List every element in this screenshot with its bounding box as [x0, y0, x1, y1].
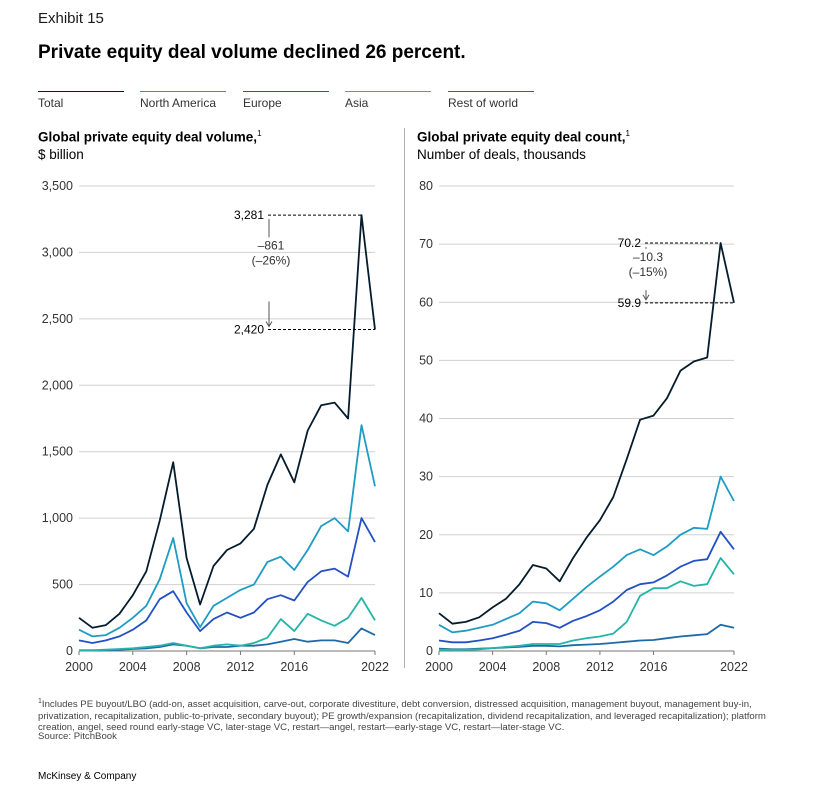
x-tick-label: 2012 — [227, 660, 255, 674]
x-tick-label: 2016 — [280, 660, 308, 674]
legend-swatch — [243, 91, 329, 92]
y-tick-label: 10 — [419, 586, 433, 600]
y-tick-label: 500 — [52, 578, 73, 592]
y-tick-label: 50 — [419, 353, 433, 367]
page-title: Private equity deal volume declined 26 p… — [38, 42, 466, 63]
y-tick-label: 20 — [419, 528, 433, 542]
x-tick-label: 2004 — [119, 660, 147, 674]
x-tick-label: 2012 — [586, 660, 614, 674]
series-line-asia — [79, 597, 376, 652]
y-tick-label: 1,500 — [42, 445, 73, 459]
x-tick-label: 2016 — [640, 660, 668, 674]
legend-swatch — [448, 91, 534, 92]
annotation-high-label: 3,281 — [234, 208, 264, 222]
y-tick-label: 0 — [66, 644, 73, 658]
y-tick-label: 2,500 — [42, 312, 73, 326]
y-tick-label: 80 — [419, 179, 433, 193]
footnote-text: Includes PE buyout/LBO (add-on, asset ac… — [38, 699, 766, 734]
y-tick-label: 70 — [419, 237, 433, 251]
y-tick-label: 0 — [426, 644, 433, 658]
source: Source: PitchBook — [38, 731, 117, 742]
annotation-change: –10.3 — [633, 250, 663, 264]
y-tick-label: 3,500 — [42, 179, 73, 193]
legend-label: Rest of world — [448, 96, 519, 110]
y-tick-label: 40 — [419, 412, 433, 426]
series-line-north-america — [78, 424, 376, 638]
annotation-change-pct: (–26%) — [252, 253, 291, 267]
chart-ylabel-volume: $ billion — [38, 147, 84, 162]
arrow-down-icon — [265, 321, 273, 328]
annotation-high-label: 70.2 — [618, 236, 642, 250]
footnote: 1Includes PE buyout/LBO (add-on, asset a… — [38, 696, 778, 734]
x-tick-label: 2004 — [479, 660, 507, 674]
legend-label: Europe — [243, 96, 282, 110]
y-tick-label: 1,000 — [42, 511, 73, 525]
chart-title-text: Global private equity deal count, — [417, 129, 626, 145]
chart-divider — [404, 128, 405, 668]
legend-label: Asia — [345, 96, 369, 110]
chart-ylabel-count: Number of deals, thousands — [417, 147, 586, 162]
x-tick-label: 2000 — [425, 660, 453, 674]
legend-label: Total — [38, 96, 64, 110]
series-line-europe — [438, 530, 735, 644]
brand-logo: McKinsey & Company — [38, 771, 137, 782]
annotation-low-label: 2,420 — [234, 322, 264, 336]
chart-title-volume: Global private equity deal volume,1 — [38, 129, 262, 145]
annotation-change-pct: (–15%) — [629, 265, 668, 279]
legend-swatch — [140, 91, 226, 92]
x-tick-label: 2008 — [532, 660, 560, 674]
y-tick-label: 2,000 — [42, 378, 73, 392]
y-tick-label: 3,000 — [42, 245, 73, 259]
series-line-rest-of-world — [438, 623, 735, 651]
footnote-ref: 1 — [625, 129, 630, 138]
x-tick-label: 2022 — [720, 660, 748, 674]
legend: Total North America Europe Asia Rest of … — [38, 91, 538, 113]
annotation-change: –861 — [258, 238, 285, 252]
footnote-marker: 1 — [38, 698, 42, 705]
annotation-low-label: 59.9 — [618, 296, 642, 310]
y-tick-label: 30 — [419, 470, 433, 484]
y-tick-label: 60 — [419, 295, 433, 309]
chart-title-text: Global private equity deal volume, — [38, 129, 258, 145]
series-line-north-america — [438, 475, 735, 634]
series-line-total — [78, 214, 376, 629]
footnote-ref: 1 — [257, 129, 262, 138]
arrow-down-icon — [642, 294, 650, 301]
exhibit-label: Exhibit 15 — [38, 10, 104, 27]
series-line-europe — [78, 517, 376, 644]
legend-swatch — [38, 91, 124, 92]
x-tick-label: 2000 — [65, 660, 93, 674]
chart-title-count: Global private equity deal count,1 — [417, 129, 630, 145]
x-tick-label: 2008 — [173, 660, 201, 674]
x-tick-label: 2022 — [361, 660, 389, 674]
legend-swatch — [345, 91, 431, 92]
series-line-asia — [439, 557, 735, 651]
legend-label: North America — [140, 96, 217, 110]
series-line-total — [438, 242, 735, 625]
